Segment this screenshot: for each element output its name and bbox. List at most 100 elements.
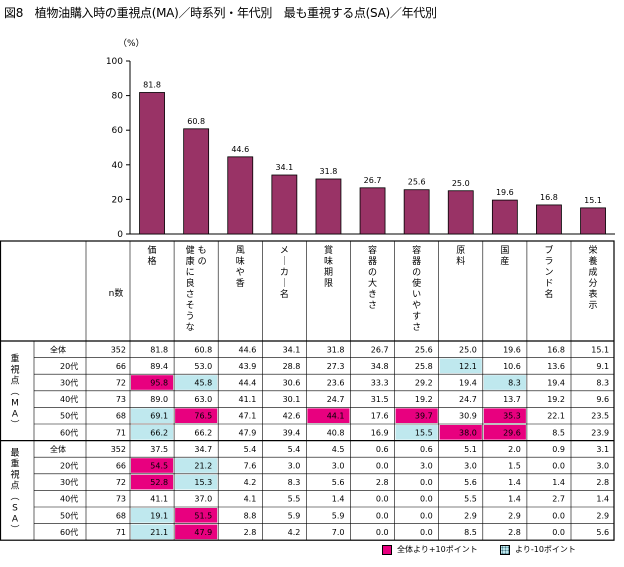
legend-swatch-low <box>500 544 510 555</box>
svg-text:す: す <box>412 311 421 322</box>
y-tick-label: 0 <box>117 230 123 240</box>
table-cell: 5.4 <box>244 445 257 454</box>
table-cell: 25.0 <box>459 345 477 354</box>
table-cell: 89.4 <box>150 362 168 371</box>
svg-text:ブ: ブ <box>544 244 553 256</box>
bar <box>536 204 562 235</box>
table-cell: 7.0 <box>332 528 345 537</box>
table-row: 60代 71 66.2 66.2 47.9 39.4 40.8 16.9 15.5 38.0 29.… <box>60 427 609 437</box>
table-cell: 8.5 <box>464 528 477 537</box>
row-label: 30代 <box>60 477 78 487</box>
table-row: 40代 73 89.0 63.0 41.1 30.1 24.7 31.5 19.2 24.7 13.… <box>60 394 609 404</box>
row-label: 60代 <box>60 427 78 437</box>
row-n: 352 <box>111 345 126 354</box>
table-cell: 35.3 <box>503 412 521 421</box>
table-cell: 34.7 <box>194 445 212 454</box>
table-cell: 2.7 <box>552 495 565 504</box>
cell-highlight-low <box>131 425 174 440</box>
table-cell: 5.1 <box>464 445 477 454</box>
table-cell: 9.1 <box>596 362 609 371</box>
y-tick-label: 100 <box>106 57 123 67</box>
table-cell: 41.1 <box>150 495 168 504</box>
cell-highlight-high <box>483 425 526 440</box>
table-cell: 63.0 <box>194 395 212 404</box>
table-cell: 52.8 <box>150 478 168 487</box>
table-cell: 0.6 <box>376 445 389 454</box>
bar-value-label: 44.6 <box>231 145 249 154</box>
table-cell: 30.1 <box>283 395 301 404</box>
table-cell: 44.1 <box>327 412 345 421</box>
table-cell: 54.5 <box>150 462 168 471</box>
svg-text:︵: ︵ <box>10 387 19 397</box>
table-cell: 3.1 <box>596 445 609 454</box>
row-n: 68 <box>116 511 126 520</box>
y-tick-label: 40 <box>112 161 124 171</box>
table-cell: 16.9 <box>371 428 389 437</box>
svg-text:示: 示 <box>589 301 598 311</box>
n-header: n数 <box>109 287 124 299</box>
table-cell: 0.0 <box>376 511 389 520</box>
svg-text:視: 視 <box>10 363 19 375</box>
table-cell: 8.3 <box>508 379 521 388</box>
cell-highlight-low <box>131 524 174 540</box>
table-cell: 47.9 <box>194 528 212 537</box>
table-cell: 7.6 <box>244 462 257 471</box>
svg-text:︵: ︵ <box>10 492 19 502</box>
svg-text:や: や <box>236 267 245 278</box>
table-cell: 0.0 <box>376 462 389 471</box>
row-n: 73 <box>116 395 126 404</box>
row-label: 全体 <box>50 444 66 454</box>
cell-highlight-high <box>131 375 174 390</box>
table-cell: 0.0 <box>552 511 565 520</box>
table-row: 40代 73 41.1 37.0 4.1 5.5 1.4 0.0 0.0 5.5 1.4 2.7 1.4 <box>60 494 609 504</box>
svg-text:も: も <box>198 245 207 256</box>
cell-highlight-low <box>483 375 526 390</box>
table-cell: 19.2 <box>547 395 565 404</box>
table-cell: 3.0 <box>288 462 301 471</box>
cell-highlight-low <box>175 474 218 490</box>
table-cell: 22.1 <box>547 412 565 421</box>
svg-text:容: 容 <box>412 244 421 256</box>
table-cell: 2.0 <box>508 445 521 454</box>
table-cell: 29.2 <box>415 379 433 388</box>
table-cell: 42.6 <box>283 412 301 421</box>
row-n: 72 <box>116 379 126 388</box>
table-cell: 95.8 <box>150 379 168 388</box>
table-cell: 0.0 <box>376 528 389 537</box>
bar <box>271 174 298 235</box>
svg-text:A: A <box>12 409 19 419</box>
svg-text:の: の <box>198 257 207 267</box>
svg-text:産: 産 <box>500 255 509 267</box>
table-cell: 21.1 <box>150 528 168 537</box>
svg-text:カ: カ <box>280 267 289 278</box>
table-cell: 53.0 <box>194 362 212 371</box>
bar-value-label: 34.1 <box>275 163 293 172</box>
table-cell: 5.4 <box>288 445 301 454</box>
table-cell: 19.6 <box>503 345 521 354</box>
svg-text:良: 良 <box>186 277 195 289</box>
table-cell: 8.5 <box>552 428 565 437</box>
table-cell: 1.4 <box>508 478 521 487</box>
svg-text:点: 点 <box>10 375 19 386</box>
svg-text:の: の <box>368 268 377 278</box>
svg-text:う: う <box>186 311 195 322</box>
row-label: 60代 <box>60 527 78 537</box>
table-cell: 15.1 <box>591 345 609 354</box>
svg-text:メ: メ <box>280 246 289 256</box>
table-cell: 2.8 <box>376 478 389 487</box>
svg-text:風: 風 <box>236 245 245 256</box>
svg-text:そ: そ <box>186 300 195 311</box>
svg-text:に: に <box>186 267 195 278</box>
cell-highlight-high <box>439 425 482 440</box>
table-cell: 23.6 <box>327 379 345 388</box>
column-header: 価格 <box>148 244 157 267</box>
table-cell: 5.9 <box>288 511 301 520</box>
table-cell: 5.5 <box>464 495 477 504</box>
table-cell: 17.6 <box>371 412 389 421</box>
